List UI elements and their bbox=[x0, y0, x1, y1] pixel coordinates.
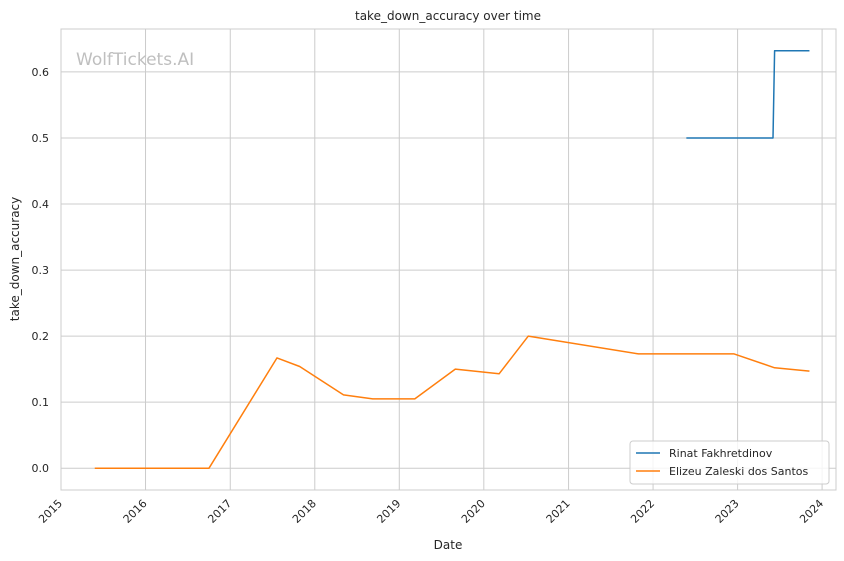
y-tick-label: 0.0 bbox=[32, 462, 50, 475]
x-tick-label: 2020 bbox=[459, 497, 488, 526]
legend-label: Elizeu Zaleski dos Santos bbox=[669, 465, 809, 478]
legend-label: Rinat Fakhretdinov bbox=[669, 447, 773, 460]
series-line-2 bbox=[94, 335, 810, 469]
y-tick-label: 0.1 bbox=[32, 396, 50, 409]
x-tick-label: 2018 bbox=[290, 497, 319, 526]
y-tick-label: 0.6 bbox=[32, 66, 50, 79]
chart-title: take_down_accuracy over time bbox=[355, 9, 541, 23]
x-tick-label: 2019 bbox=[374, 497, 403, 526]
x-tick-label: 2024 bbox=[797, 497, 826, 526]
y-tick-label: 0.3 bbox=[32, 264, 50, 277]
x-tick-label: 2023 bbox=[713, 497, 742, 526]
series-line-1 bbox=[686, 50, 810, 139]
x-tick-labels: 2015 2016 2017 2018 2019 2020 2021 2022 2023 2024 bbox=[36, 497, 826, 526]
x-tick-label: 2017 bbox=[205, 497, 234, 526]
y-tick-labels: 0.0 0.1 0.2 0.3 0.4 0.5 0.6 bbox=[32, 66, 50, 475]
x-tick-label: 2022 bbox=[628, 497, 657, 526]
y-tick-label: 0.4 bbox=[32, 198, 50, 211]
y-tick-label: 0.5 bbox=[32, 132, 50, 145]
legend-box bbox=[629, 440, 830, 485]
watermark: WolfTickets.AI bbox=[76, 50, 194, 70]
x-tick-label: 2015 bbox=[36, 497, 65, 526]
y-tick-label: 0.2 bbox=[32, 330, 50, 343]
x-tick-label: 2016 bbox=[121, 497, 150, 526]
series-lines bbox=[94, 50, 810, 469]
grid bbox=[60, 29, 836, 490]
x-axis-label: Date bbox=[434, 538, 463, 552]
x-tick-label: 2021 bbox=[544, 497, 573, 526]
y-axis-label: take_down_accuracy bbox=[8, 197, 22, 321]
legend: Rinat Fakhretdinov Elizeu Zaleski dos San… bbox=[629, 440, 830, 485]
plot-frame bbox=[60, 28, 837, 491]
